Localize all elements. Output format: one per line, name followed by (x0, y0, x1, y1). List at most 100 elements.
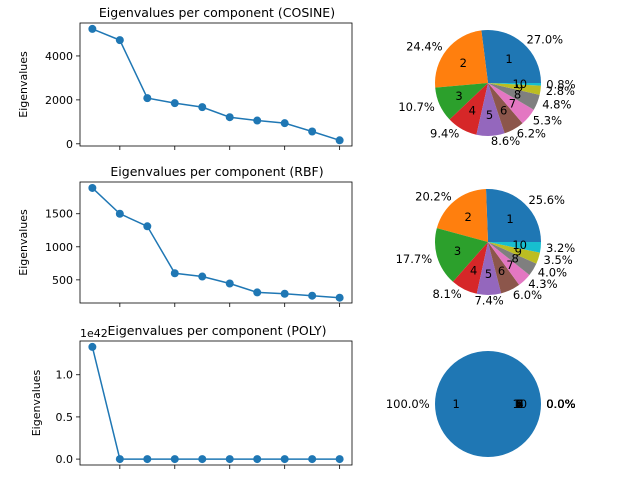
pie-slice-label: 2 (516, 397, 523, 411)
y-tick-label: 1.0 (56, 369, 74, 382)
chart-title: Eigenvalues per component (POLY) (107, 323, 326, 338)
data-point (253, 288, 262, 297)
pie-slice-label: 2 (465, 210, 472, 224)
pie-slice (449, 83, 488, 135)
pie-slice (486, 189, 541, 242)
data-point (198, 103, 207, 112)
series-line (92, 28, 340, 142)
pie-pct-label: 2.8% (546, 84, 575, 98)
pie-slice (488, 242, 530, 285)
data-point (335, 293, 344, 302)
series-line (91, 346, 340, 460)
pie-slice (435, 351, 541, 457)
pie-slice (488, 83, 523, 134)
y-axis-label: Eigenvalues (17, 209, 30, 276)
pie-slice-label: 3 (516, 397, 523, 411)
pie-slice (488, 242, 541, 253)
pie-slice (434, 228, 488, 282)
y-tick-label: 4000 (45, 50, 73, 63)
pie-slice (452, 242, 488, 294)
data-point (308, 127, 317, 136)
pie-pct-label: 6.0% (513, 288, 542, 302)
pie-pct-label: 6.2% (517, 127, 546, 141)
plot-frame (79, 22, 353, 147)
data-point (170, 455, 179, 464)
data-point (88, 342, 97, 351)
pie-pct-label: 27.0% (527, 32, 564, 46)
data-point (280, 455, 289, 464)
pie-slice-label: 5 (485, 267, 492, 281)
pie-pct-label: 0.0% (546, 397, 575, 411)
data-point (225, 279, 234, 288)
data-point (88, 24, 97, 33)
pie-slice (488, 242, 540, 264)
pie-slice-label: 4 (516, 397, 523, 411)
pie-slice (488, 83, 541, 95)
y-tick-label: 1500 (45, 208, 73, 221)
pie-slice-label: 10 (512, 77, 527, 91)
pie-slice-label: 4 (470, 263, 477, 277)
data-point (198, 455, 207, 464)
pie-pct-label: 0.0% (546, 397, 575, 411)
pie-slice (488, 83, 541, 86)
plot-frame (79, 181, 353, 304)
pie-slice (488, 242, 520, 294)
pie-pct-label: 8.1% (432, 287, 461, 301)
y-tick-label: 500 (52, 274, 73, 287)
pie-slice-label: 7 (516, 397, 523, 411)
pie-pct-label: 9.4% (430, 127, 459, 141)
y-tick-label: 2000 (45, 94, 73, 107)
pie-pct-label: 0.0% (546, 397, 575, 411)
pie-pct-label: 20.2% (415, 189, 452, 203)
pie-pct-label: 0.0% (546, 397, 575, 411)
data-point (143, 94, 152, 103)
pie-pct-label: 4.3% (528, 277, 557, 291)
pie-pct-label: 7.4% (474, 293, 503, 307)
pie-slice-label: 8 (512, 252, 519, 266)
pie-pct-label: 0.0% (546, 397, 575, 411)
pie-pct-label: 25.6% (528, 193, 565, 207)
pie-pct-label: 0.8% (546, 77, 575, 91)
pie-pct-label: 5.3% (533, 113, 562, 127)
pie-slice (476, 242, 502, 296)
data-point (280, 119, 289, 128)
pie-pct-label: 10.7% (398, 100, 435, 114)
pie-pct-label: 100.0% (386, 397, 430, 411)
data-point (308, 455, 317, 464)
y-tick-label: 0.0 (56, 453, 74, 466)
pie-pct-label: 4.8% (542, 97, 571, 111)
eigen-line-chart-1: Eigenvalues per component (COSINE) Eigenv… (17, 5, 353, 151)
pie-slice (434, 30, 488, 88)
data-point (115, 36, 124, 45)
pie-slice-label: 9 (515, 245, 522, 259)
pie-slice (488, 83, 534, 124)
eigen-line-chart-3: Eigenvalues per component (POLY) Eigenval… (30, 323, 353, 469)
pie-slice-label: 2 (460, 56, 467, 70)
data-point (198, 272, 207, 281)
pie-slice-label: 8 (514, 88, 521, 102)
pie-slice-label: 3 (455, 89, 462, 103)
data-point (253, 116, 262, 125)
pie-slice-label: 6 (516, 397, 523, 411)
data-point (170, 269, 179, 278)
data-point (280, 289, 289, 298)
pie-slice-label: 7 (509, 96, 516, 110)
data-point (143, 455, 152, 464)
pie-slice-label: 10 (512, 397, 527, 411)
pie-slice-label: 7 (506, 258, 513, 272)
pie-slice-label: 9 (516, 397, 523, 411)
pie-slice-label: 9 (516, 80, 523, 94)
plot-frame (79, 340, 353, 466)
pie-slice-label: 10 (512, 238, 527, 252)
pie-pct-label: 24.4% (406, 39, 443, 53)
pie-pct-label: 8.6% (491, 134, 520, 148)
pie-pct-label: 17.7% (396, 252, 433, 266)
data-point (253, 455, 262, 464)
eigen-line-chart-2: Eigenvalues per component (RBF) Eigenvalu… (17, 164, 353, 307)
pie-slice-label: 1 (453, 397, 460, 411)
pie-slice-label: 1 (505, 52, 512, 66)
pie-slice (436, 189, 488, 242)
data-point (225, 113, 234, 122)
eigen-pie-chart-1: 1 27.0% 2 24.4% 3 10.7% 4 9.4% 5 8.6% 6 6.2% 7 5.3% 8 4… (398, 30, 576, 148)
